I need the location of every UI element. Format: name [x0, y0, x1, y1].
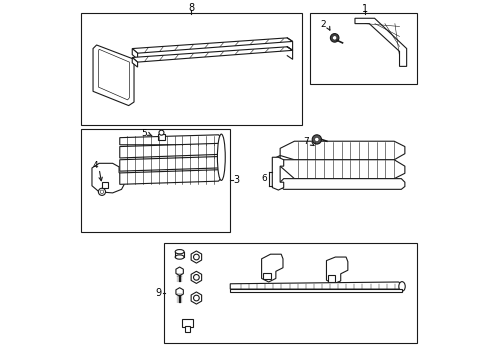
Text: 2: 2 [320, 20, 325, 29]
Bar [310, 13, 416, 84]
Bar [158, 134, 164, 140]
Polygon shape [120, 170, 221, 184]
Ellipse shape [175, 249, 183, 254]
Bar [327, 275, 335, 282]
Polygon shape [280, 160, 404, 179]
Circle shape [332, 36, 336, 40]
Polygon shape [280, 179, 404, 189]
Polygon shape [272, 157, 283, 190]
Bar [184, 326, 190, 332]
Polygon shape [272, 156, 280, 166]
Ellipse shape [175, 255, 183, 259]
Polygon shape [132, 47, 292, 62]
Circle shape [314, 137, 318, 141]
Polygon shape [93, 45, 134, 105]
Ellipse shape [217, 134, 225, 180]
Text: 7: 7 [302, 138, 308, 147]
Bar [102, 182, 108, 188]
Polygon shape [120, 143, 221, 158]
Bar [81, 129, 230, 232]
Polygon shape [132, 38, 292, 53]
Text: 8: 8 [187, 3, 194, 13]
Circle shape [311, 135, 321, 144]
Polygon shape [280, 141, 404, 160]
Text: 3: 3 [233, 175, 239, 185]
Text: 9: 9 [155, 288, 161, 298]
Circle shape [159, 130, 163, 135]
Circle shape [100, 190, 103, 194]
Circle shape [193, 295, 199, 301]
Circle shape [193, 254, 199, 260]
Circle shape [330, 33, 338, 42]
Polygon shape [230, 289, 401, 292]
Polygon shape [120, 157, 221, 171]
Polygon shape [354, 18, 406, 66]
Polygon shape [230, 282, 401, 289]
Polygon shape [326, 257, 347, 284]
Polygon shape [120, 135, 221, 145]
Circle shape [193, 275, 199, 280]
Text: 4: 4 [93, 161, 98, 170]
Circle shape [98, 188, 105, 195]
Bar [263, 273, 270, 279]
Polygon shape [261, 254, 283, 282]
Text: 1: 1 [361, 4, 367, 14]
Ellipse shape [398, 282, 405, 291]
Bar [164, 243, 416, 343]
Bar [81, 13, 301, 125]
Text: 5: 5 [141, 129, 146, 138]
Text: 6: 6 [261, 174, 266, 183]
Polygon shape [92, 163, 124, 193]
Bar [182, 319, 192, 327]
Polygon shape [132, 58, 137, 67]
Polygon shape [132, 49, 137, 59]
